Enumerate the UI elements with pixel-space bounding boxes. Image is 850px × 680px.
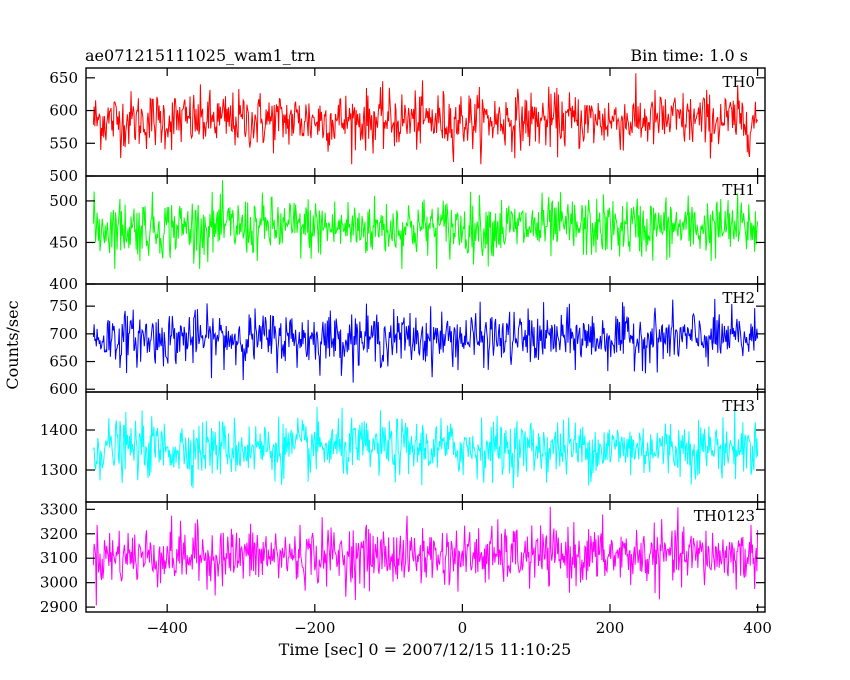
x-tick-label: 200	[596, 619, 625, 637]
chart-panels: 500 550 600 650 TH0 400 450 500 TH1 600 650 700 750 T…	[40, 67, 772, 637]
x-tick-label: −400	[147, 619, 188, 637]
panel-label-th1: TH1	[722, 181, 755, 199]
y-tick-label: 750	[49, 297, 78, 315]
panel-label-th0: TH0	[722, 73, 755, 91]
x-axis-label: Time [sec] 0 = 2007/12/15 11:10:25	[279, 640, 572, 659]
series-th1	[92, 180, 759, 270]
series-th0	[92, 73, 759, 165]
x-tick-label: −200	[294, 619, 335, 637]
panel-frame-th0123	[85, 501, 766, 613]
y-tick-label: 650	[49, 353, 78, 371]
x-tick-label: 0	[458, 619, 468, 637]
y-tick-label: 1300	[40, 461, 78, 479]
panel-label-th2: TH2	[722, 289, 755, 307]
y-tick-label: 700	[49, 325, 78, 343]
y-tick-label: 450	[49, 233, 78, 251]
y-tick-label: 600	[49, 102, 78, 120]
y-tick-label: 550	[49, 134, 78, 152]
y-tick-label: 1400	[40, 421, 78, 439]
y-tick-label: 400	[49, 275, 78, 293]
chart-title: ae071215111025_wam1_trn	[85, 46, 315, 65]
series-th2	[92, 298, 759, 383]
series-th3	[92, 406, 759, 489]
y-tick-label: 3300	[40, 500, 78, 518]
panel-label-th0123: TH0123	[694, 507, 755, 525]
y-tick-label: 500	[49, 192, 78, 210]
y-tick-label: 3000	[40, 574, 78, 592]
chart-subtitle: Bin time: 1.0 s	[630, 46, 748, 65]
series-th0123	[92, 506, 759, 606]
y-tick-label: 500	[49, 167, 78, 185]
y-axis-label: Counts/sec	[3, 300, 22, 389]
y-tick-label: 2900	[40, 598, 78, 616]
y-tick-label: 3100	[40, 549, 78, 567]
y-tick-label: 650	[49, 69, 78, 87]
y-tick-label: 3200	[40, 525, 78, 543]
panel-label-th3: TH3	[722, 397, 755, 415]
x-tick-label: 400	[743, 619, 772, 637]
y-tick-label: 600	[49, 380, 78, 398]
